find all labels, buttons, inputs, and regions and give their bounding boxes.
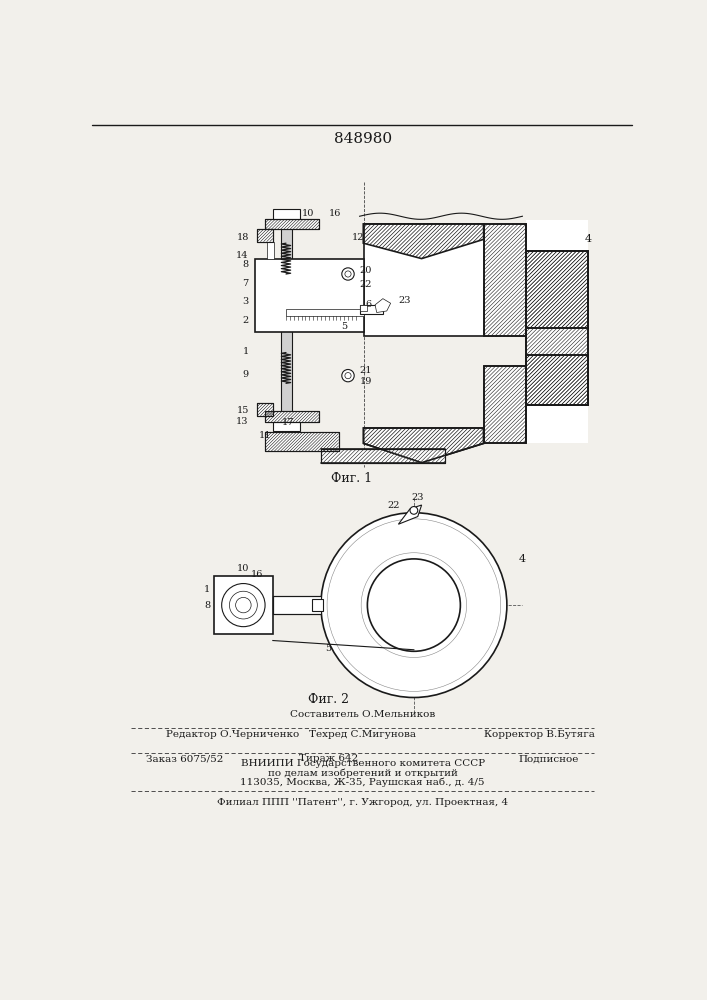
Circle shape: [410, 507, 418, 514]
Text: ВНИИПИ Государственного комитета СССР: ВНИИПИ Государственного комитета СССР: [240, 759, 485, 768]
Bar: [526, 355, 588, 405]
Bar: [526, 355, 588, 405]
Text: Филиал ППП ''Патент'', г. Ужгород, ул. Проектная, 4: Филиал ППП ''Патент'', г. Ужгород, ул. П…: [217, 798, 508, 807]
Text: 8: 8: [243, 260, 249, 269]
Polygon shape: [363, 224, 484, 259]
Circle shape: [345, 373, 351, 379]
Bar: [273, 422, 300, 431]
Text: 10: 10: [301, 209, 314, 218]
Text: 10: 10: [237, 564, 250, 573]
Bar: [321, 449, 445, 463]
Bar: [363, 224, 484, 336]
Text: 5: 5: [341, 322, 347, 331]
Text: Техред С.Мигунова: Техред С.Мигунова: [309, 730, 416, 739]
Text: 20: 20: [360, 266, 372, 275]
Text: 1: 1: [204, 585, 210, 594]
Circle shape: [341, 268, 354, 280]
Text: 12: 12: [352, 233, 364, 242]
Text: 22: 22: [360, 280, 372, 289]
Text: 14: 14: [236, 251, 249, 260]
Bar: [526, 251, 588, 405]
Bar: [257, 403, 273, 416]
Text: 21: 21: [360, 366, 372, 375]
Bar: [360, 305, 383, 314]
Polygon shape: [398, 505, 421, 524]
Text: 23: 23: [411, 493, 424, 502]
Bar: [526, 220, 588, 443]
Bar: [526, 251, 588, 328]
Bar: [265, 219, 320, 229]
Text: Заказ 6075/52: Заказ 6075/52: [146, 754, 224, 763]
Text: 17: 17: [282, 418, 295, 427]
Bar: [257, 229, 273, 242]
Circle shape: [345, 271, 351, 277]
Text: Тираж 642: Тираж 642: [299, 754, 358, 763]
Bar: [360, 305, 368, 311]
Circle shape: [222, 584, 265, 627]
Polygon shape: [363, 428, 484, 463]
Text: 11: 11: [259, 431, 271, 440]
Text: 1: 1: [243, 347, 249, 356]
Bar: [265, 432, 339, 451]
Text: 5: 5: [325, 644, 332, 653]
Bar: [257, 403, 273, 416]
Bar: [312, 599, 323, 611]
Bar: [281, 224, 292, 413]
Bar: [484, 366, 526, 443]
Text: 4: 4: [518, 554, 525, 564]
Bar: [286, 309, 363, 316]
Text: 9: 9: [243, 370, 249, 379]
Text: 16: 16: [251, 570, 264, 579]
Bar: [526, 251, 588, 328]
Text: 16: 16: [329, 209, 341, 218]
Text: 13: 13: [236, 417, 249, 426]
Text: 848980: 848980: [334, 132, 392, 146]
Text: 18: 18: [236, 233, 249, 242]
Circle shape: [230, 591, 257, 619]
Text: 19: 19: [360, 377, 372, 386]
Bar: [526, 251, 588, 405]
Bar: [265, 432, 339, 451]
Bar: [265, 219, 320, 229]
Bar: [267, 242, 274, 259]
Text: Фиг. 1: Фиг. 1: [332, 472, 373, 485]
Text: 6: 6: [366, 300, 372, 309]
Bar: [214, 576, 273, 634]
Bar: [484, 224, 526, 336]
Polygon shape: [375, 299, 391, 312]
Text: 23: 23: [398, 296, 411, 305]
Text: Редактор О.Черниченко: Редактор О.Черниченко: [166, 730, 299, 739]
Text: Составитель О.Мельников: Составитель О.Мельников: [290, 710, 436, 719]
Text: 3: 3: [243, 297, 249, 306]
Circle shape: [321, 513, 507, 698]
Text: 2: 2: [243, 316, 249, 325]
Circle shape: [341, 369, 354, 382]
Bar: [484, 366, 526, 443]
Text: Фиг. 2: Фиг. 2: [308, 693, 349, 706]
Bar: [273, 596, 321, 614]
Text: Подписное: Подписное: [518, 754, 579, 763]
Bar: [257, 229, 273, 242]
Text: 4: 4: [585, 234, 592, 244]
Circle shape: [235, 597, 251, 613]
Bar: [265, 411, 320, 422]
Text: 22: 22: [387, 500, 400, 510]
Bar: [265, 411, 320, 422]
Text: 113035, Москва, Ж-35, Раушская наб., д. 4/5: 113035, Москва, Ж-35, Раушская наб., д. …: [240, 778, 485, 787]
Bar: [273, 209, 300, 219]
Circle shape: [368, 559, 460, 651]
Bar: [255, 259, 363, 332]
Text: 15: 15: [236, 406, 249, 415]
Bar: [321, 449, 445, 463]
Text: 8: 8: [204, 601, 210, 610]
Text: 7: 7: [243, 279, 249, 288]
Bar: [484, 224, 526, 336]
Text: Корректор В.Бутяга: Корректор В.Бутяга: [484, 730, 595, 739]
Text: по делам изобретений и открытий: по делам изобретений и открытий: [268, 768, 457, 778]
